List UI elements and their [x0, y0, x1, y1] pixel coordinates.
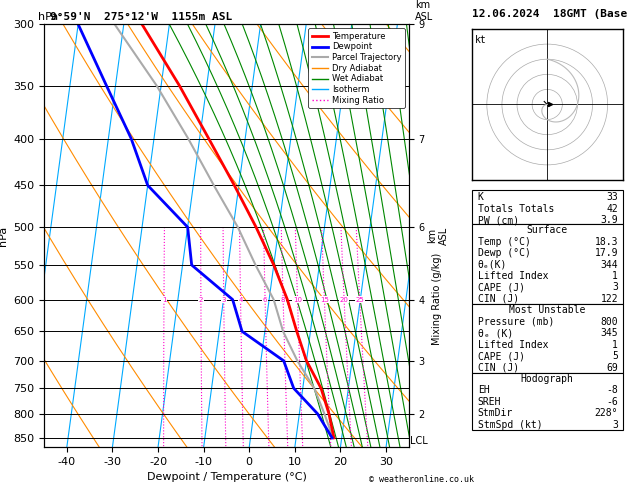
- Bar: [472, 373, 623, 430]
- Text: LCL: LCL: [410, 436, 428, 446]
- Text: 3: 3: [612, 420, 618, 430]
- Text: 18.3: 18.3: [594, 237, 618, 246]
- Text: Hodograph: Hodograph: [521, 374, 574, 384]
- Text: Temp (°C): Temp (°C): [478, 237, 531, 246]
- Text: StmSpd (kt): StmSpd (kt): [478, 420, 542, 430]
- Bar: [472, 304, 623, 373]
- Text: kt: kt: [475, 35, 486, 45]
- Text: θₑ (K): θₑ (K): [478, 328, 513, 338]
- Text: 17.9: 17.9: [594, 248, 618, 258]
- Text: EH: EH: [478, 385, 489, 396]
- Text: PW (cm): PW (cm): [478, 215, 519, 225]
- Text: 3: 3: [221, 296, 226, 303]
- Text: 2: 2: [199, 296, 203, 303]
- Text: Lifted Index: Lifted Index: [478, 340, 548, 349]
- Text: Lifted Index: Lifted Index: [478, 271, 548, 281]
- Text: 3.9: 3.9: [601, 215, 618, 225]
- Text: 122: 122: [601, 294, 618, 304]
- Text: 228°: 228°: [594, 408, 618, 418]
- Text: 25: 25: [355, 296, 364, 303]
- Text: 6: 6: [263, 296, 267, 303]
- Text: © weatheronline.co.uk: © weatheronline.co.uk: [369, 474, 474, 484]
- Text: θₑ(K): θₑ(K): [478, 260, 507, 270]
- Text: CIN (J): CIN (J): [478, 363, 519, 373]
- Text: CIN (J): CIN (J): [478, 294, 519, 304]
- Text: 345: 345: [601, 328, 618, 338]
- Y-axis label: km
ASL: km ASL: [428, 226, 449, 245]
- Text: 15: 15: [320, 296, 329, 303]
- Text: 69: 69: [606, 363, 618, 373]
- Text: 4: 4: [238, 296, 243, 303]
- Text: K: K: [478, 192, 484, 202]
- Text: Pressure (mb): Pressure (mb): [478, 317, 554, 327]
- Text: 5: 5: [612, 351, 618, 361]
- Text: StmDir: StmDir: [478, 408, 513, 418]
- Text: 33: 33: [606, 192, 618, 202]
- Y-axis label: hPa: hPa: [0, 226, 8, 246]
- Text: CAPE (J): CAPE (J): [478, 282, 525, 293]
- Text: 800: 800: [601, 317, 618, 327]
- Text: Most Unstable: Most Unstable: [509, 305, 586, 315]
- Text: 10: 10: [293, 296, 302, 303]
- Bar: [472, 190, 623, 224]
- Text: 20: 20: [340, 296, 348, 303]
- Text: Mixing Ratio (g/kg): Mixing Ratio (g/kg): [432, 253, 442, 345]
- Text: 8: 8: [281, 296, 286, 303]
- Text: km
ASL: km ASL: [415, 0, 433, 22]
- X-axis label: Dewpoint / Temperature (°C): Dewpoint / Temperature (°C): [147, 472, 306, 483]
- Text: hPa: hPa: [38, 12, 58, 22]
- Text: Surface: Surface: [526, 225, 568, 235]
- Text: Dewp (°C): Dewp (°C): [478, 248, 531, 258]
- Text: 12.06.2024  18GMT (Base: 18): 12.06.2024 18GMT (Base: 18): [472, 9, 629, 19]
- Legend: Temperature, Dewpoint, Parcel Trajectory, Dry Adiabat, Wet Adiabat, Isotherm, Mi: Temperature, Dewpoint, Parcel Trajectory…: [308, 29, 404, 108]
- Text: 1: 1: [162, 296, 166, 303]
- Text: SREH: SREH: [478, 397, 501, 407]
- Text: 344: 344: [601, 260, 618, 270]
- Text: Totals Totals: Totals Totals: [478, 204, 554, 213]
- Text: -6: -6: [606, 397, 618, 407]
- Text: 42: 42: [606, 204, 618, 213]
- Text: 3: 3: [612, 282, 618, 293]
- Text: 1: 1: [612, 271, 618, 281]
- Bar: [472, 224, 623, 304]
- Text: 1: 1: [612, 340, 618, 349]
- Text: -8: -8: [606, 385, 618, 396]
- Text: 9°59'N  275°12'W  1155m ASL: 9°59'N 275°12'W 1155m ASL: [50, 12, 233, 22]
- Text: CAPE (J): CAPE (J): [478, 351, 525, 361]
